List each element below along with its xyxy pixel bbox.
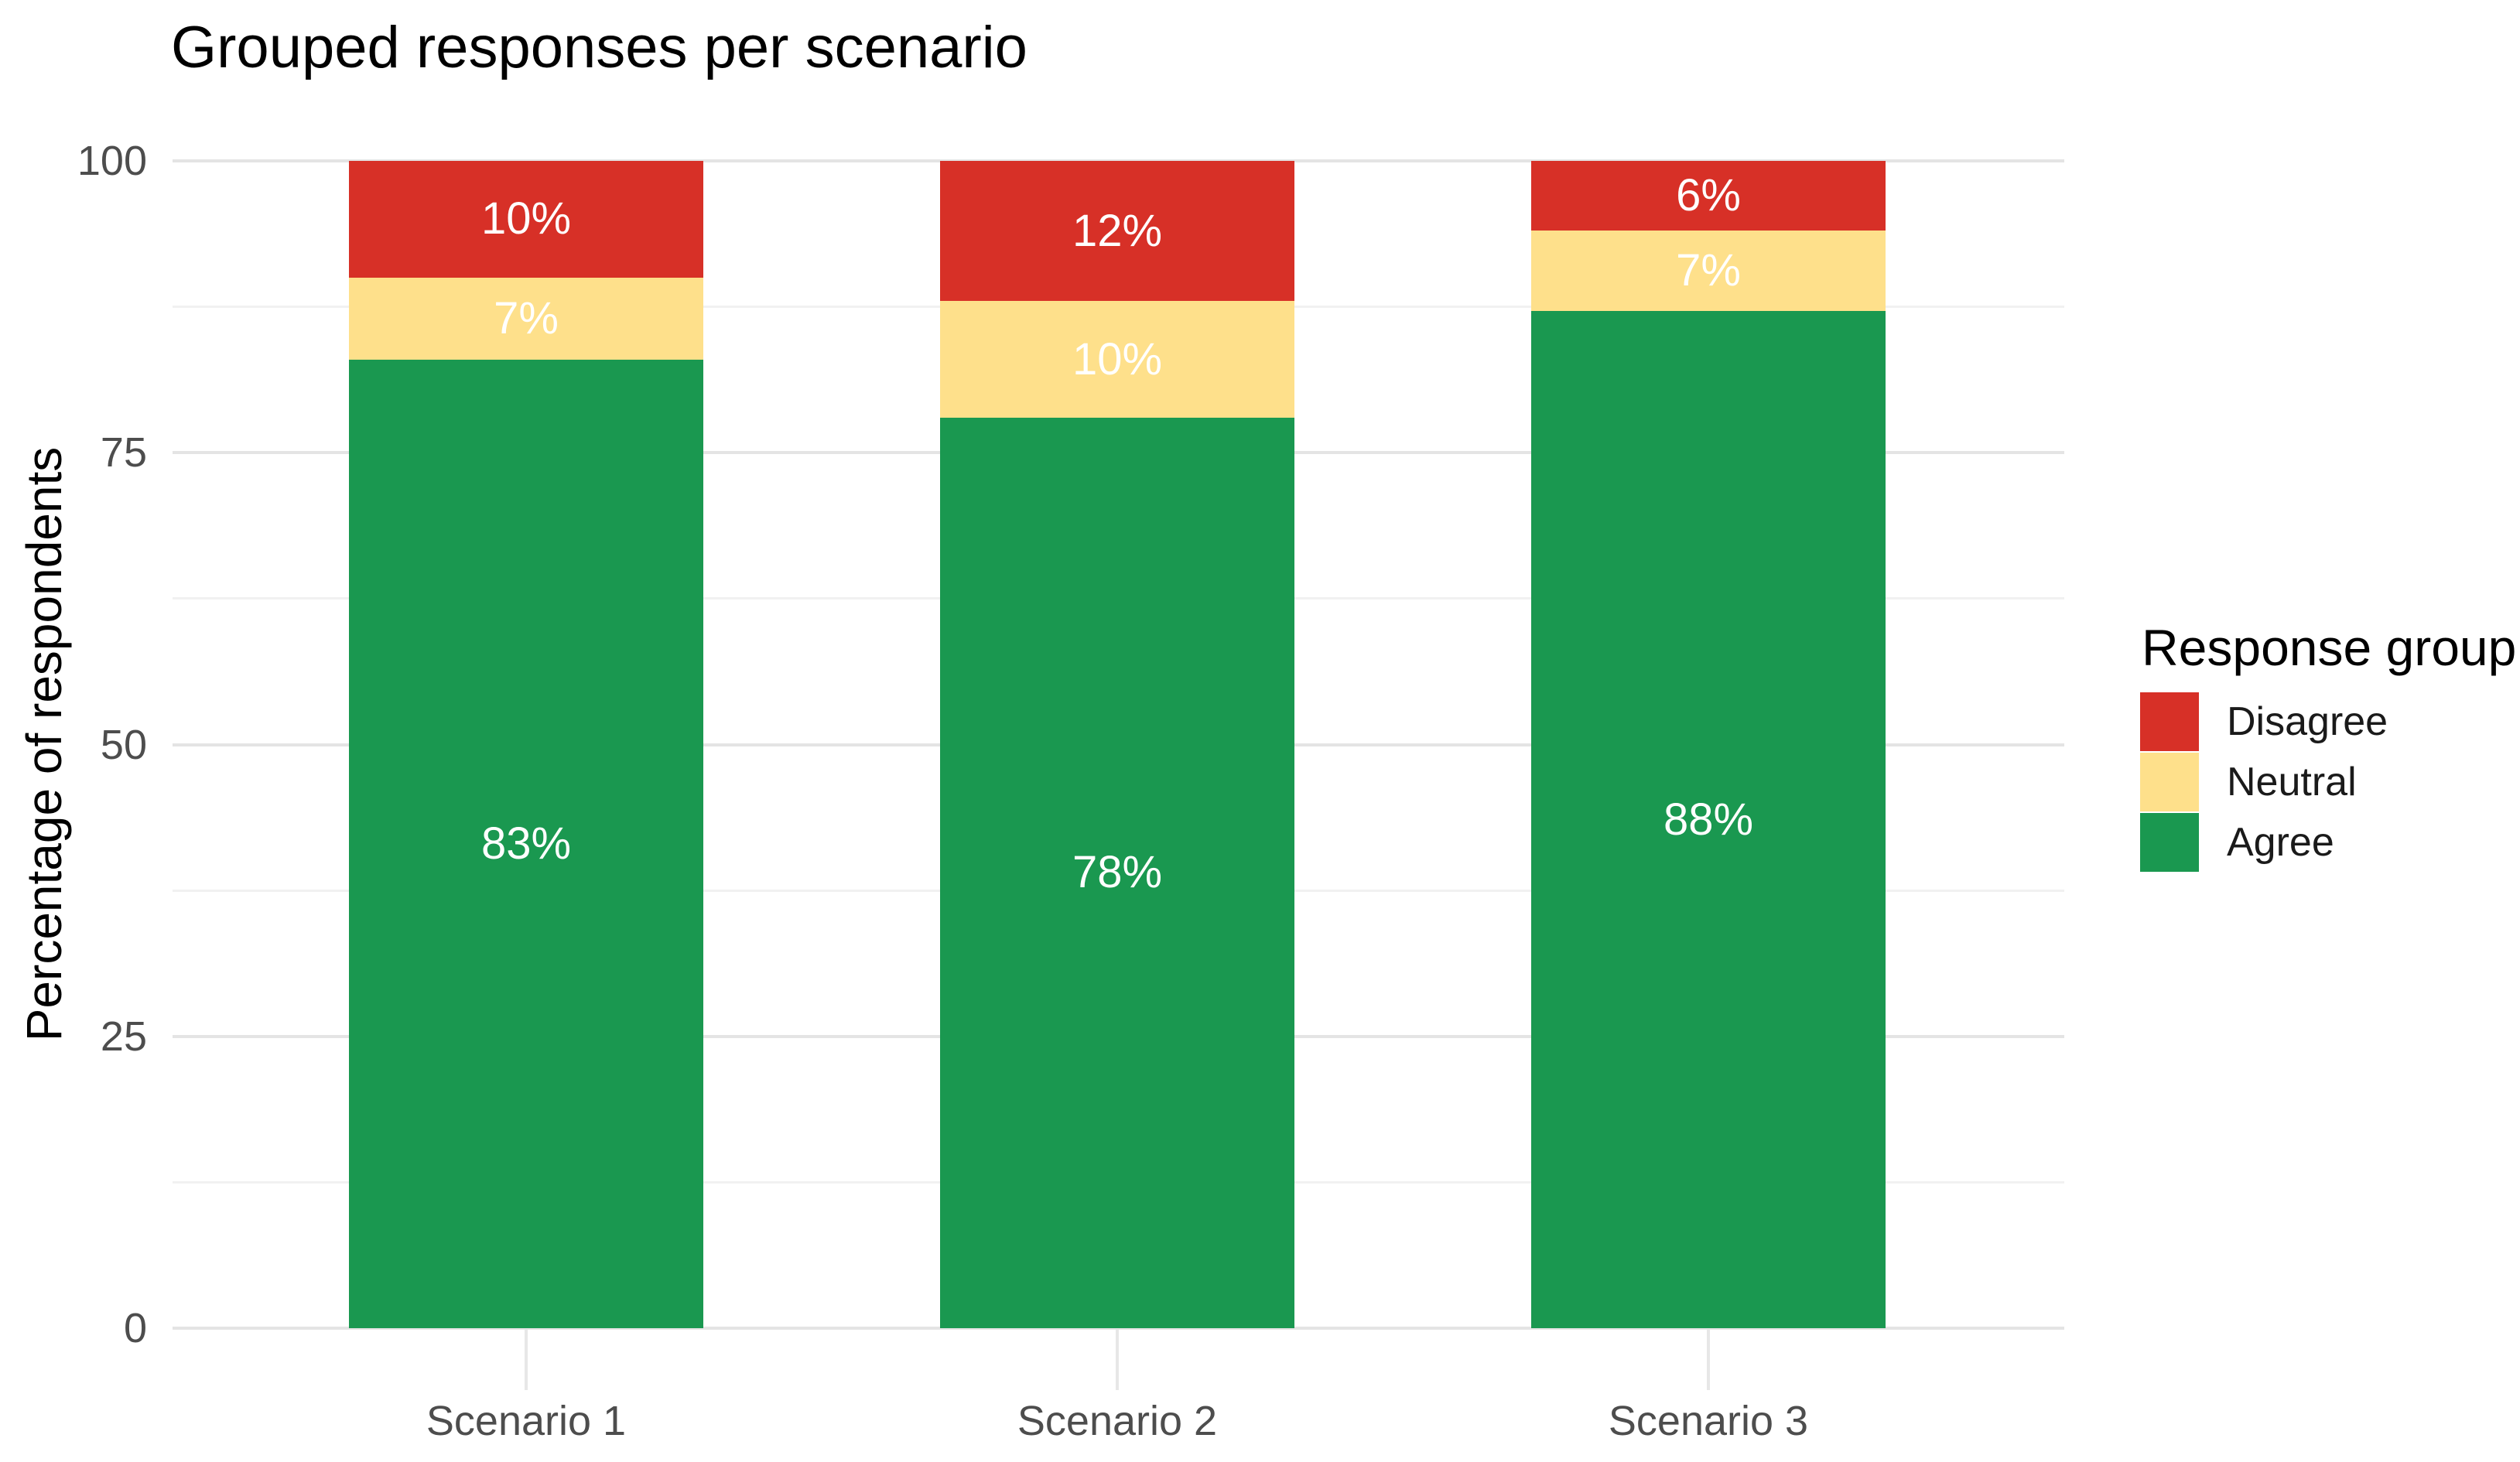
plot-title: Grouped responses per scenario	[171, 15, 1027, 80]
bar-segment-agree	[349, 359, 703, 1328]
y-tick-label: 50	[100, 721, 147, 768]
bar-segment-agree	[1531, 311, 1886, 1328]
legend-label: Neutral	[2227, 760, 2357, 804]
bar-segment-disagree	[940, 161, 1294, 302]
x-tick-label: Scenario 1	[426, 1398, 627, 1444]
legend-swatch-agree	[2140, 813, 2199, 872]
legend-swatch-disagree	[2140, 692, 2199, 751]
bar-segment-disagree	[1531, 161, 1886, 231]
bar-segment-label: 88%	[1663, 794, 1754, 845]
bar-segment-agree	[940, 417, 1294, 1328]
bar-segment-label: 10%	[1072, 333, 1163, 384]
bar-segment-label: 6%	[1676, 169, 1741, 220]
y-tick-label: 25	[100, 1013, 147, 1060]
bar-segment-neutral	[349, 277, 703, 360]
legend-label: Agree	[2227, 820, 2334, 865]
bar-segment-label: 7%	[494, 292, 559, 343]
bar-segment-label: 7%	[1676, 244, 1741, 295]
legend-label: Disagree	[2227, 699, 2388, 744]
y-tick-label: 100	[77, 138, 147, 184]
bar-segment-disagree	[349, 161, 703, 278]
x-tick-mark	[525, 1330, 528, 1390]
gridline-major	[173, 1327, 2064, 1330]
y-tick-label: 75	[100, 429, 147, 477]
y-tick-label: 0	[123, 1305, 147, 1351]
legend-swatch-neutral	[2140, 753, 2199, 811]
bar-segment-neutral	[940, 301, 1294, 418]
x-tick-label: Scenario 3	[1608, 1398, 1809, 1444]
x-tick-mark	[1116, 1330, 1119, 1390]
legend-title: Response group	[2142, 619, 2517, 676]
bar-segment-neutral	[1531, 230, 1886, 312]
x-tick-mark	[1707, 1330, 1710, 1390]
bar-segment-label: 78%	[1072, 847, 1163, 898]
bar-segment-label: 10%	[480, 193, 572, 244]
bar-segment-label: 83%	[480, 818, 572, 869]
bar-segment-label: 12%	[1072, 205, 1163, 256]
x-tick-label: Scenario 2	[1017, 1398, 1218, 1444]
